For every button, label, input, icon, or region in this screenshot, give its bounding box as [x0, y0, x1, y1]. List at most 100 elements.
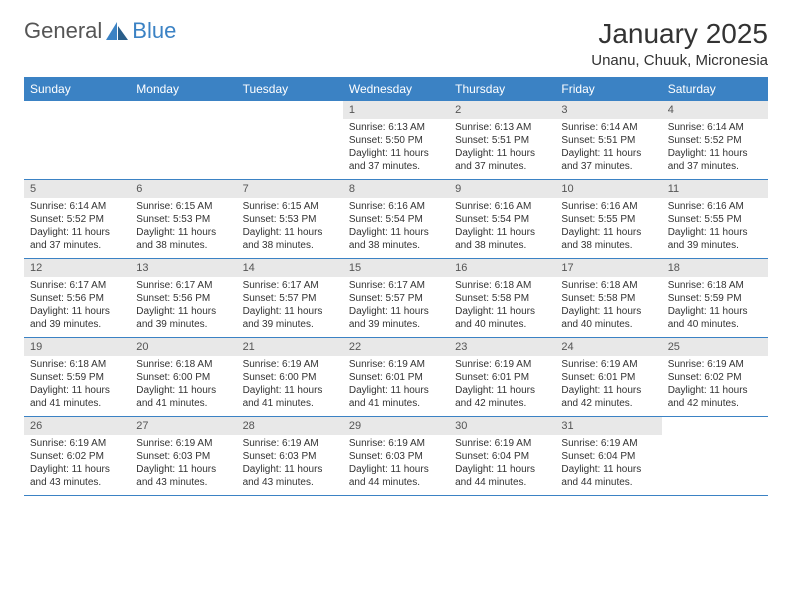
day-cell: 23Sunrise: 6:19 AMSunset: 6:01 PMDayligh…	[449, 338, 555, 416]
day-header-cell: Sunday	[24, 77, 130, 101]
sunrise-line: Sunrise: 6:19 AM	[561, 358, 655, 371]
day-number: 2	[449, 101, 555, 119]
sunset-line: Sunset: 6:04 PM	[561, 450, 655, 463]
day-data: Sunrise: 6:17 AMSunset: 5:57 PMDaylight:…	[237, 277, 343, 335]
day-data: Sunrise: 6:18 AMSunset: 5:59 PMDaylight:…	[24, 356, 130, 414]
day-cell: 13Sunrise: 6:17 AMSunset: 5:56 PMDayligh…	[130, 259, 236, 337]
sunrise-line: Sunrise: 6:19 AM	[243, 437, 337, 450]
daylight-line: Daylight: 11 hours and 39 minutes.	[349, 305, 443, 331]
day-cell: 8Sunrise: 6:16 AMSunset: 5:54 PMDaylight…	[343, 180, 449, 258]
sunrise-line: Sunrise: 6:19 AM	[243, 358, 337, 371]
day-data: Sunrise: 6:19 AMSunset: 6:01 PMDaylight:…	[449, 356, 555, 414]
sunset-line: Sunset: 5:58 PM	[561, 292, 655, 305]
day-number: 14	[237, 259, 343, 277]
day-data: Sunrise: 6:19 AMSunset: 6:02 PMDaylight:…	[24, 435, 130, 493]
day-number: 10	[555, 180, 661, 198]
day-header-cell: Friday	[555, 77, 661, 101]
daylight-line: Daylight: 11 hours and 39 minutes.	[30, 305, 124, 331]
day-number: 13	[130, 259, 236, 277]
sunrise-line: Sunrise: 6:18 AM	[668, 279, 762, 292]
daylight-line: Daylight: 11 hours and 38 minutes.	[136, 226, 230, 252]
daylight-line: Daylight: 11 hours and 38 minutes.	[455, 226, 549, 252]
day-header-row: SundayMondayTuesdayWednesdayThursdayFrid…	[24, 77, 768, 101]
daylight-line: Daylight: 11 hours and 43 minutes.	[136, 463, 230, 489]
day-cell: 30Sunrise: 6:19 AMSunset: 6:04 PMDayligh…	[449, 417, 555, 495]
day-data: Sunrise: 6:13 AMSunset: 5:51 PMDaylight:…	[449, 119, 555, 177]
sunrise-line: Sunrise: 6:17 AM	[243, 279, 337, 292]
logo: General Blue	[24, 18, 176, 44]
day-data: Sunrise: 6:19 AMSunset: 6:03 PMDaylight:…	[237, 435, 343, 493]
sunset-line: Sunset: 6:02 PM	[30, 450, 124, 463]
day-number: 31	[555, 417, 661, 435]
daylight-line: Daylight: 11 hours and 41 minutes.	[30, 384, 124, 410]
day-header-cell: Tuesday	[237, 77, 343, 101]
sunset-line: Sunset: 5:54 PM	[455, 213, 549, 226]
day-number: 5	[24, 180, 130, 198]
sunset-line: Sunset: 6:01 PM	[561, 371, 655, 384]
day-number: 16	[449, 259, 555, 277]
day-cell: 17Sunrise: 6:18 AMSunset: 5:58 PMDayligh…	[555, 259, 661, 337]
day-number: 18	[662, 259, 768, 277]
day-cell: 6Sunrise: 6:15 AMSunset: 5:53 PMDaylight…	[130, 180, 236, 258]
day-data: Sunrise: 6:14 AMSunset: 5:51 PMDaylight:…	[555, 119, 661, 177]
daylight-line: Daylight: 11 hours and 41 minutes.	[136, 384, 230, 410]
month-title: January 2025	[591, 18, 768, 50]
day-data: Sunrise: 6:16 AMSunset: 5:54 PMDaylight:…	[449, 198, 555, 256]
daylight-line: Daylight: 11 hours and 40 minutes.	[455, 305, 549, 331]
sunrise-line: Sunrise: 6:16 AM	[561, 200, 655, 213]
day-cell: 15Sunrise: 6:17 AMSunset: 5:57 PMDayligh…	[343, 259, 449, 337]
daylight-line: Daylight: 11 hours and 37 minutes.	[30, 226, 124, 252]
sunset-line: Sunset: 5:51 PM	[455, 134, 549, 147]
sunset-line: Sunset: 6:01 PM	[349, 371, 443, 384]
day-number: 8	[343, 180, 449, 198]
day-data: Sunrise: 6:18 AMSunset: 6:00 PMDaylight:…	[130, 356, 236, 414]
day-cell: 16Sunrise: 6:18 AMSunset: 5:58 PMDayligh…	[449, 259, 555, 337]
day-number: 17	[555, 259, 661, 277]
day-cell: 28Sunrise: 6:19 AMSunset: 6:03 PMDayligh…	[237, 417, 343, 495]
day-cell: 31Sunrise: 6:19 AMSunset: 6:04 PMDayligh…	[555, 417, 661, 495]
daylight-line: Daylight: 11 hours and 38 minutes.	[561, 226, 655, 252]
day-number: 15	[343, 259, 449, 277]
day-cell: 7Sunrise: 6:15 AMSunset: 5:53 PMDaylight…	[237, 180, 343, 258]
sunrise-line: Sunrise: 6:16 AM	[455, 200, 549, 213]
day-data: Sunrise: 6:16 AMSunset: 5:55 PMDaylight:…	[555, 198, 661, 256]
sunset-line: Sunset: 5:56 PM	[136, 292, 230, 305]
day-cell: 5Sunrise: 6:14 AMSunset: 5:52 PMDaylight…	[24, 180, 130, 258]
sunrise-line: Sunrise: 6:19 AM	[455, 358, 549, 371]
daylight-line: Daylight: 11 hours and 42 minutes.	[561, 384, 655, 410]
day-data: Sunrise: 6:15 AMSunset: 5:53 PMDaylight:…	[130, 198, 236, 256]
day-number: 28	[237, 417, 343, 435]
day-cell: 11Sunrise: 6:16 AMSunset: 5:55 PMDayligh…	[662, 180, 768, 258]
week-row: 5Sunrise: 6:14 AMSunset: 5:52 PMDaylight…	[24, 180, 768, 259]
day-data: Sunrise: 6:19 AMSunset: 6:01 PMDaylight:…	[555, 356, 661, 414]
daylight-line: Daylight: 11 hours and 41 minutes.	[349, 384, 443, 410]
day-number	[24, 101, 130, 105]
day-cell: 14Sunrise: 6:17 AMSunset: 5:57 PMDayligh…	[237, 259, 343, 337]
sunrise-line: Sunrise: 6:18 AM	[30, 358, 124, 371]
day-data: Sunrise: 6:14 AMSunset: 5:52 PMDaylight:…	[662, 119, 768, 177]
daylight-line: Daylight: 11 hours and 40 minutes.	[668, 305, 762, 331]
day-number: 23	[449, 338, 555, 356]
day-number: 1	[343, 101, 449, 119]
day-cell	[130, 101, 236, 179]
sunset-line: Sunset: 5:55 PM	[561, 213, 655, 226]
sunrise-line: Sunrise: 6:17 AM	[30, 279, 124, 292]
daylight-line: Daylight: 11 hours and 44 minutes.	[349, 463, 443, 489]
daylight-line: Daylight: 11 hours and 38 minutes.	[349, 226, 443, 252]
day-data: Sunrise: 6:19 AMSunset: 6:00 PMDaylight:…	[237, 356, 343, 414]
calendar: SundayMondayTuesdayWednesdayThursdayFrid…	[24, 77, 768, 496]
day-cell	[237, 101, 343, 179]
daylight-line: Daylight: 11 hours and 43 minutes.	[30, 463, 124, 489]
week-row: 1Sunrise: 6:13 AMSunset: 5:50 PMDaylight…	[24, 101, 768, 180]
day-number: 4	[662, 101, 768, 119]
sunrise-line: Sunrise: 6:19 AM	[668, 358, 762, 371]
sunset-line: Sunset: 5:59 PM	[30, 371, 124, 384]
day-data: Sunrise: 6:14 AMSunset: 5:52 PMDaylight:…	[24, 198, 130, 256]
day-cell: 3Sunrise: 6:14 AMSunset: 5:51 PMDaylight…	[555, 101, 661, 179]
sunset-line: Sunset: 5:52 PM	[30, 213, 124, 226]
sunset-line: Sunset: 5:52 PM	[668, 134, 762, 147]
sunset-line: Sunset: 5:54 PM	[349, 213, 443, 226]
daylight-line: Daylight: 11 hours and 40 minutes.	[561, 305, 655, 331]
sunrise-line: Sunrise: 6:19 AM	[561, 437, 655, 450]
sunset-line: Sunset: 6:02 PM	[668, 371, 762, 384]
